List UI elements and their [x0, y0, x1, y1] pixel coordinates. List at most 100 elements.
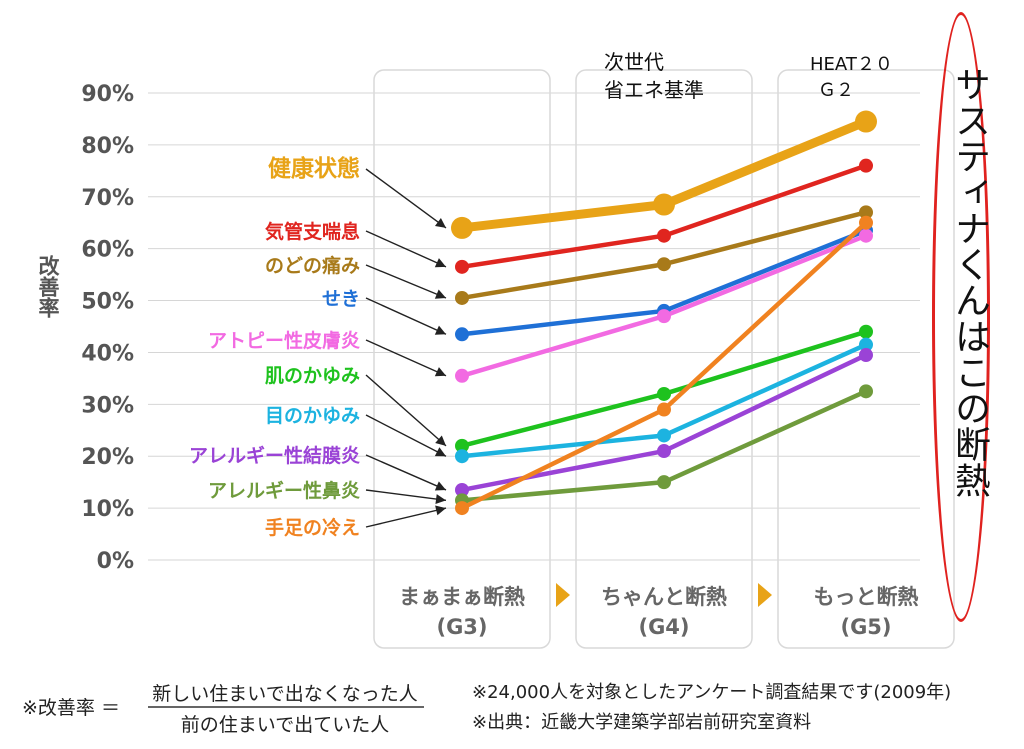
series-group	[451, 110, 877, 239]
data-point	[859, 324, 873, 339]
label-arrow-line	[365, 339, 447, 377]
label-arrow-head	[434, 367, 446, 377]
series-label: アトピー性皮膚炎	[208, 329, 360, 352]
g4-annotation: 次世代 省エネ基準	[604, 48, 704, 104]
data-point	[451, 216, 473, 239]
data-point	[657, 402, 671, 417]
y-tick-label: 0%	[97, 549, 134, 574]
label-arrow-head	[435, 505, 446, 516]
y-axis-label: 改善率	[36, 254, 60, 319]
y-axis-ticks: 0% 10% 20% 30% 40% 50% 60% 70% 80% 90%	[81, 82, 134, 574]
series-line	[459, 163, 869, 270]
footer: ※改善率 ＝ 新しい住まいで出なくなった人 前の住まいで出ていた人 ※24,00…	[22, 682, 951, 736]
data-point	[657, 428, 671, 443]
series-group	[455, 228, 873, 383]
x-category-label: まぁまぁ断熱	[399, 585, 525, 609]
data-point	[859, 215, 873, 230]
series-label: アレルギー性鼻炎	[208, 479, 360, 502]
data-point	[859, 158, 873, 173]
x-axis-categories: まぁまぁ断熱 (G3) ちゃんと断熱 (G4) もっと断熱 (G5)	[399, 585, 919, 639]
series-label: 気管支喘息	[265, 220, 360, 243]
data-point	[657, 309, 671, 324]
y-tick-label: 20%	[81, 445, 134, 470]
data-point	[859, 348, 873, 363]
red-ellipse	[932, 12, 990, 622]
g5-annotation-line1: HEAT２０	[810, 54, 893, 75]
y-tick-label: 50%	[81, 290, 134, 315]
series-label: のどの痛み	[265, 254, 360, 277]
vertical-note: サスティナくんはこの断熱	[949, 66, 990, 498]
data-point	[455, 449, 469, 464]
series-group	[455, 215, 873, 516]
series-line	[459, 352, 869, 493]
data-point	[455, 327, 469, 342]
formula-prefix: ※改善率 ＝	[22, 697, 120, 719]
label-arrow-line	[365, 168, 447, 229]
data-point	[455, 290, 469, 305]
g4-annotation-line2: 省エネ基準	[604, 78, 704, 102]
label-arrow-head	[435, 435, 446, 446]
data-point	[859, 384, 873, 399]
series-label: 目のかゆみ	[265, 405, 360, 427]
data-point	[455, 482, 469, 497]
source-note: ※出典：近畿大学建築学部岩前研究室資料	[472, 712, 811, 733]
label-arrow-head	[435, 494, 446, 505]
y-tick-label: 30%	[81, 393, 134, 418]
data-point	[455, 259, 469, 274]
series-label: せき	[322, 288, 360, 310]
data-point	[455, 368, 469, 383]
series-labels: 健康状態気管支喘息のどの痛みせきアトピー性皮膚炎肌のかゆみ目のかゆみアレルギー性…	[189, 155, 360, 539]
series-label: 肌のかゆみ	[265, 365, 360, 387]
series-label: 健康状態	[268, 155, 360, 182]
label-arrow-line	[365, 374, 447, 447]
label-arrow-line	[365, 297, 447, 335]
arrow-marker	[556, 583, 570, 607]
x-category-code: (G4)	[638, 615, 689, 639]
g5-annotation: HEAT２０ Ｇ２	[810, 52, 893, 104]
series-lines	[451, 110, 877, 516]
data-point	[859, 205, 873, 220]
label-arrow-head	[434, 289, 446, 299]
label-arrow-line	[365, 489, 447, 502]
data-point	[657, 257, 671, 272]
data-point	[455, 438, 469, 453]
data-point	[657, 228, 671, 243]
y-tick-label: 80%	[81, 134, 134, 159]
label-arrow-line	[365, 414, 447, 457]
y-tick-label: 70%	[81, 186, 134, 211]
series-label: 手足の冷え	[265, 516, 360, 539]
y-tick-label: 90%	[81, 82, 134, 107]
arrow-marker	[758, 583, 772, 607]
y-tick-label: 10%	[81, 497, 134, 522]
series-group	[455, 337, 873, 464]
series-group	[455, 324, 873, 453]
formula-numerator: 新しい住まいで出なくなった人	[152, 683, 417, 705]
category-panel	[575, 69, 753, 649]
x-category-code: (G3)	[436, 615, 487, 639]
label-arrow-line	[365, 264, 447, 299]
formula-denominator: 前の住まいで出ていた人	[181, 714, 389, 736]
label-arrow-head	[434, 447, 446, 457]
g5-annotation-line2: Ｇ２	[818, 80, 854, 101]
data-point	[657, 475, 671, 490]
data-point	[859, 337, 873, 352]
label-arrow-head	[434, 258, 446, 268]
category-panel	[373, 69, 551, 649]
data-point	[855, 110, 877, 133]
data-point	[657, 444, 671, 459]
data-point	[455, 501, 469, 516]
label-arrows	[365, 168, 447, 528]
y-tick-label: 40%	[81, 341, 134, 366]
x-category-label: もっと断熱	[814, 585, 919, 609]
g4-annotation-line1: 次世代	[604, 50, 664, 74]
x-category-label: ちゃんと断熱	[601, 585, 727, 609]
label-arrow-line	[365, 230, 447, 268]
data-point	[657, 386, 671, 401]
series-label: アレルギー性結膜炎	[189, 444, 360, 467]
label-arrow-line	[365, 454, 447, 491]
label-arrow-line	[365, 507, 447, 528]
data-point	[859, 228, 873, 243]
data-point	[653, 193, 675, 216]
